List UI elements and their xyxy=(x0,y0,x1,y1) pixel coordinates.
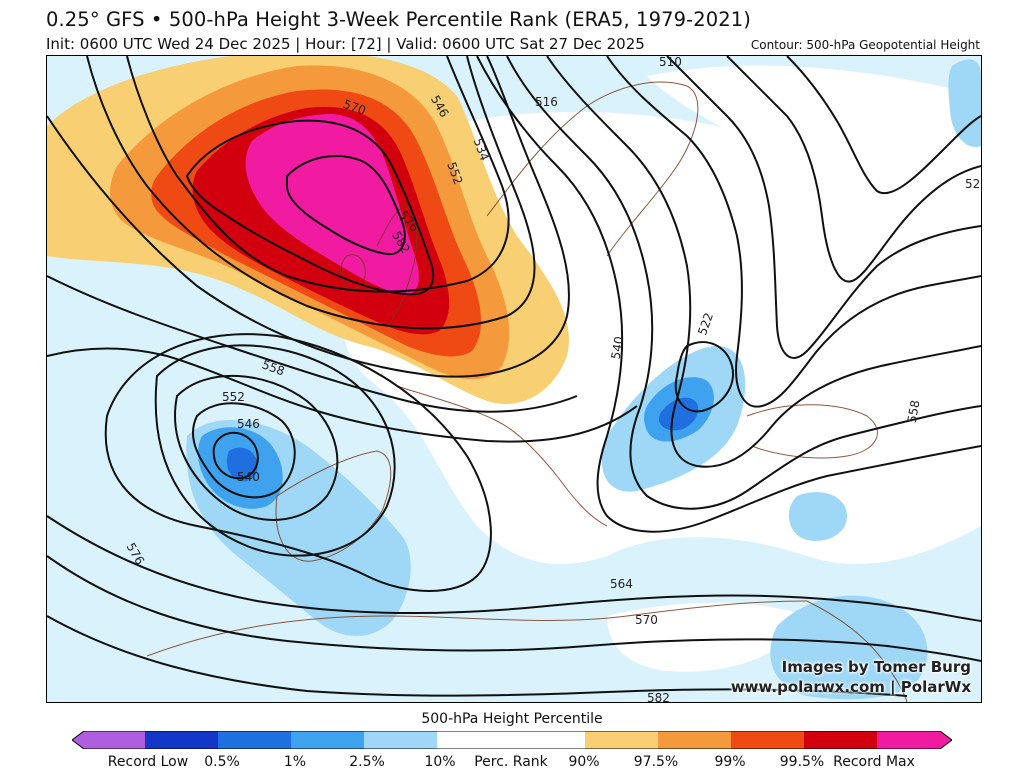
colorbar-labels: Record Low 0.5% 1% 2.5% 10% Perc. Rank 9… xyxy=(0,754,1024,774)
colorbar-label-10: 10% xyxy=(424,754,456,770)
credit-website: www.polarwx.com | PolarWx xyxy=(730,678,971,696)
colorbar-label-97-5: 97.5% xyxy=(633,754,679,770)
colorbar-label-99: 99% xyxy=(714,754,746,770)
contour-558-west xyxy=(47,275,578,413)
p10-shade-northeast xyxy=(948,59,981,147)
contour-528-east xyxy=(606,56,981,408)
contour-540-cut xyxy=(212,431,259,480)
contour-label-576: 576 xyxy=(124,540,148,567)
coast-scandinavia xyxy=(486,81,699,257)
negative-anomaly xyxy=(186,59,981,700)
chart-title: 0.25° GFS • 500-hPa Height 3-Week Percen… xyxy=(46,8,751,31)
colorbar-p99 xyxy=(731,731,804,749)
chart-subtitle: Init: 0600 UTC Wed 24 Dec 2025 | Hour: [… xyxy=(46,35,645,53)
contour-label-558: 558 xyxy=(260,357,286,378)
contour-552-cut xyxy=(174,374,339,521)
height-contours xyxy=(47,56,981,697)
colorbar-label-90: 90% xyxy=(568,754,600,770)
contour-note: Contour: 500-hPa Geopotential Height xyxy=(750,38,980,52)
record-max-shade xyxy=(245,114,419,295)
contour-label-540: 540 xyxy=(237,470,260,484)
contour-546-east xyxy=(476,56,981,533)
contour-534-east xyxy=(546,56,981,468)
coast-france-italy xyxy=(396,385,608,527)
contour-558-cut xyxy=(154,344,396,557)
contour-label-546: 546 xyxy=(237,417,260,431)
colorbar-record-max xyxy=(877,731,952,749)
contour-540-east xyxy=(506,56,981,510)
contour-564-mid xyxy=(104,333,492,592)
colorbar-p2-5 xyxy=(291,731,364,749)
contour-label-582-b: 582 xyxy=(647,691,670,702)
colorbar-p10 xyxy=(364,731,437,749)
p10-shade-turkey xyxy=(788,492,847,541)
colorbar-label-1: 1% xyxy=(283,754,307,770)
neutral-area-south xyxy=(607,602,807,672)
map-svg: 510 516 522 522 528 534 534 540 540 546 … xyxy=(47,56,981,702)
colorbar-neutral xyxy=(437,731,585,749)
contour-label-558-b: 558 xyxy=(905,399,923,424)
contour-582-north xyxy=(185,119,435,296)
contour-label-540-b: 540 xyxy=(609,335,627,360)
contour-576-mid xyxy=(47,555,981,662)
contour-546-cut xyxy=(192,402,296,499)
contour-570-north xyxy=(86,56,536,330)
contour-516-east xyxy=(726,56,981,283)
colorbar-label-record-low: Record Low xyxy=(107,754,189,770)
p10-shade-egypt xyxy=(770,595,928,700)
contour-588 xyxy=(286,155,406,256)
contour-510-east xyxy=(786,56,981,195)
p1-shade-iberia xyxy=(226,447,258,482)
colorbar xyxy=(72,731,952,749)
p1-shade-balkans xyxy=(659,397,699,431)
colorbar-p97-5 xyxy=(658,731,731,749)
colorbar-p1 xyxy=(218,731,291,749)
colorbar-label-99-5: 99.5% xyxy=(779,754,825,770)
contour-label-564: 564 xyxy=(610,577,633,591)
contour-522-east xyxy=(666,56,981,359)
contour-label-570: 570 xyxy=(635,613,658,627)
contour-label-552: 552 xyxy=(222,390,245,404)
colorbar-p90 xyxy=(585,731,658,749)
contour-label-528: 528 xyxy=(965,177,981,191)
contour-570-mid xyxy=(47,515,981,622)
contour-label-522-b: 522 xyxy=(465,56,488,59)
coast-ireland xyxy=(340,254,366,290)
colorbar-p0-5 xyxy=(145,731,218,749)
coast-britain xyxy=(376,205,418,327)
colorbar-p99-5 xyxy=(804,731,877,749)
neutral-area-east xyxy=(647,65,981,316)
contour-522-balkan xyxy=(674,341,734,413)
colorbar-label-record-max: Record Max xyxy=(833,754,915,770)
contour-582-south xyxy=(47,615,908,697)
contour-564-north xyxy=(47,56,570,378)
positive-anomaly xyxy=(47,56,569,404)
colorbar-label-perc-rank: Perc. Rank xyxy=(474,754,548,770)
colorbar-title: 500-hPa Height Percentile xyxy=(421,711,603,727)
colorbar-record-low xyxy=(72,731,145,749)
map-panel: 510 516 522 522 528 534 534 540 540 546 … xyxy=(46,55,982,703)
credit-author: Images by Tomer Burg xyxy=(781,658,971,676)
contour-576-north xyxy=(126,56,510,293)
contour-label-510: 510 xyxy=(659,56,682,69)
coast-med-south xyxy=(146,600,808,657)
colorbar-label-2-5: 2.5% xyxy=(349,754,385,770)
contour-label-516: 516 xyxy=(535,95,558,109)
colorbar-label-0-5: 0.5% xyxy=(204,754,240,770)
